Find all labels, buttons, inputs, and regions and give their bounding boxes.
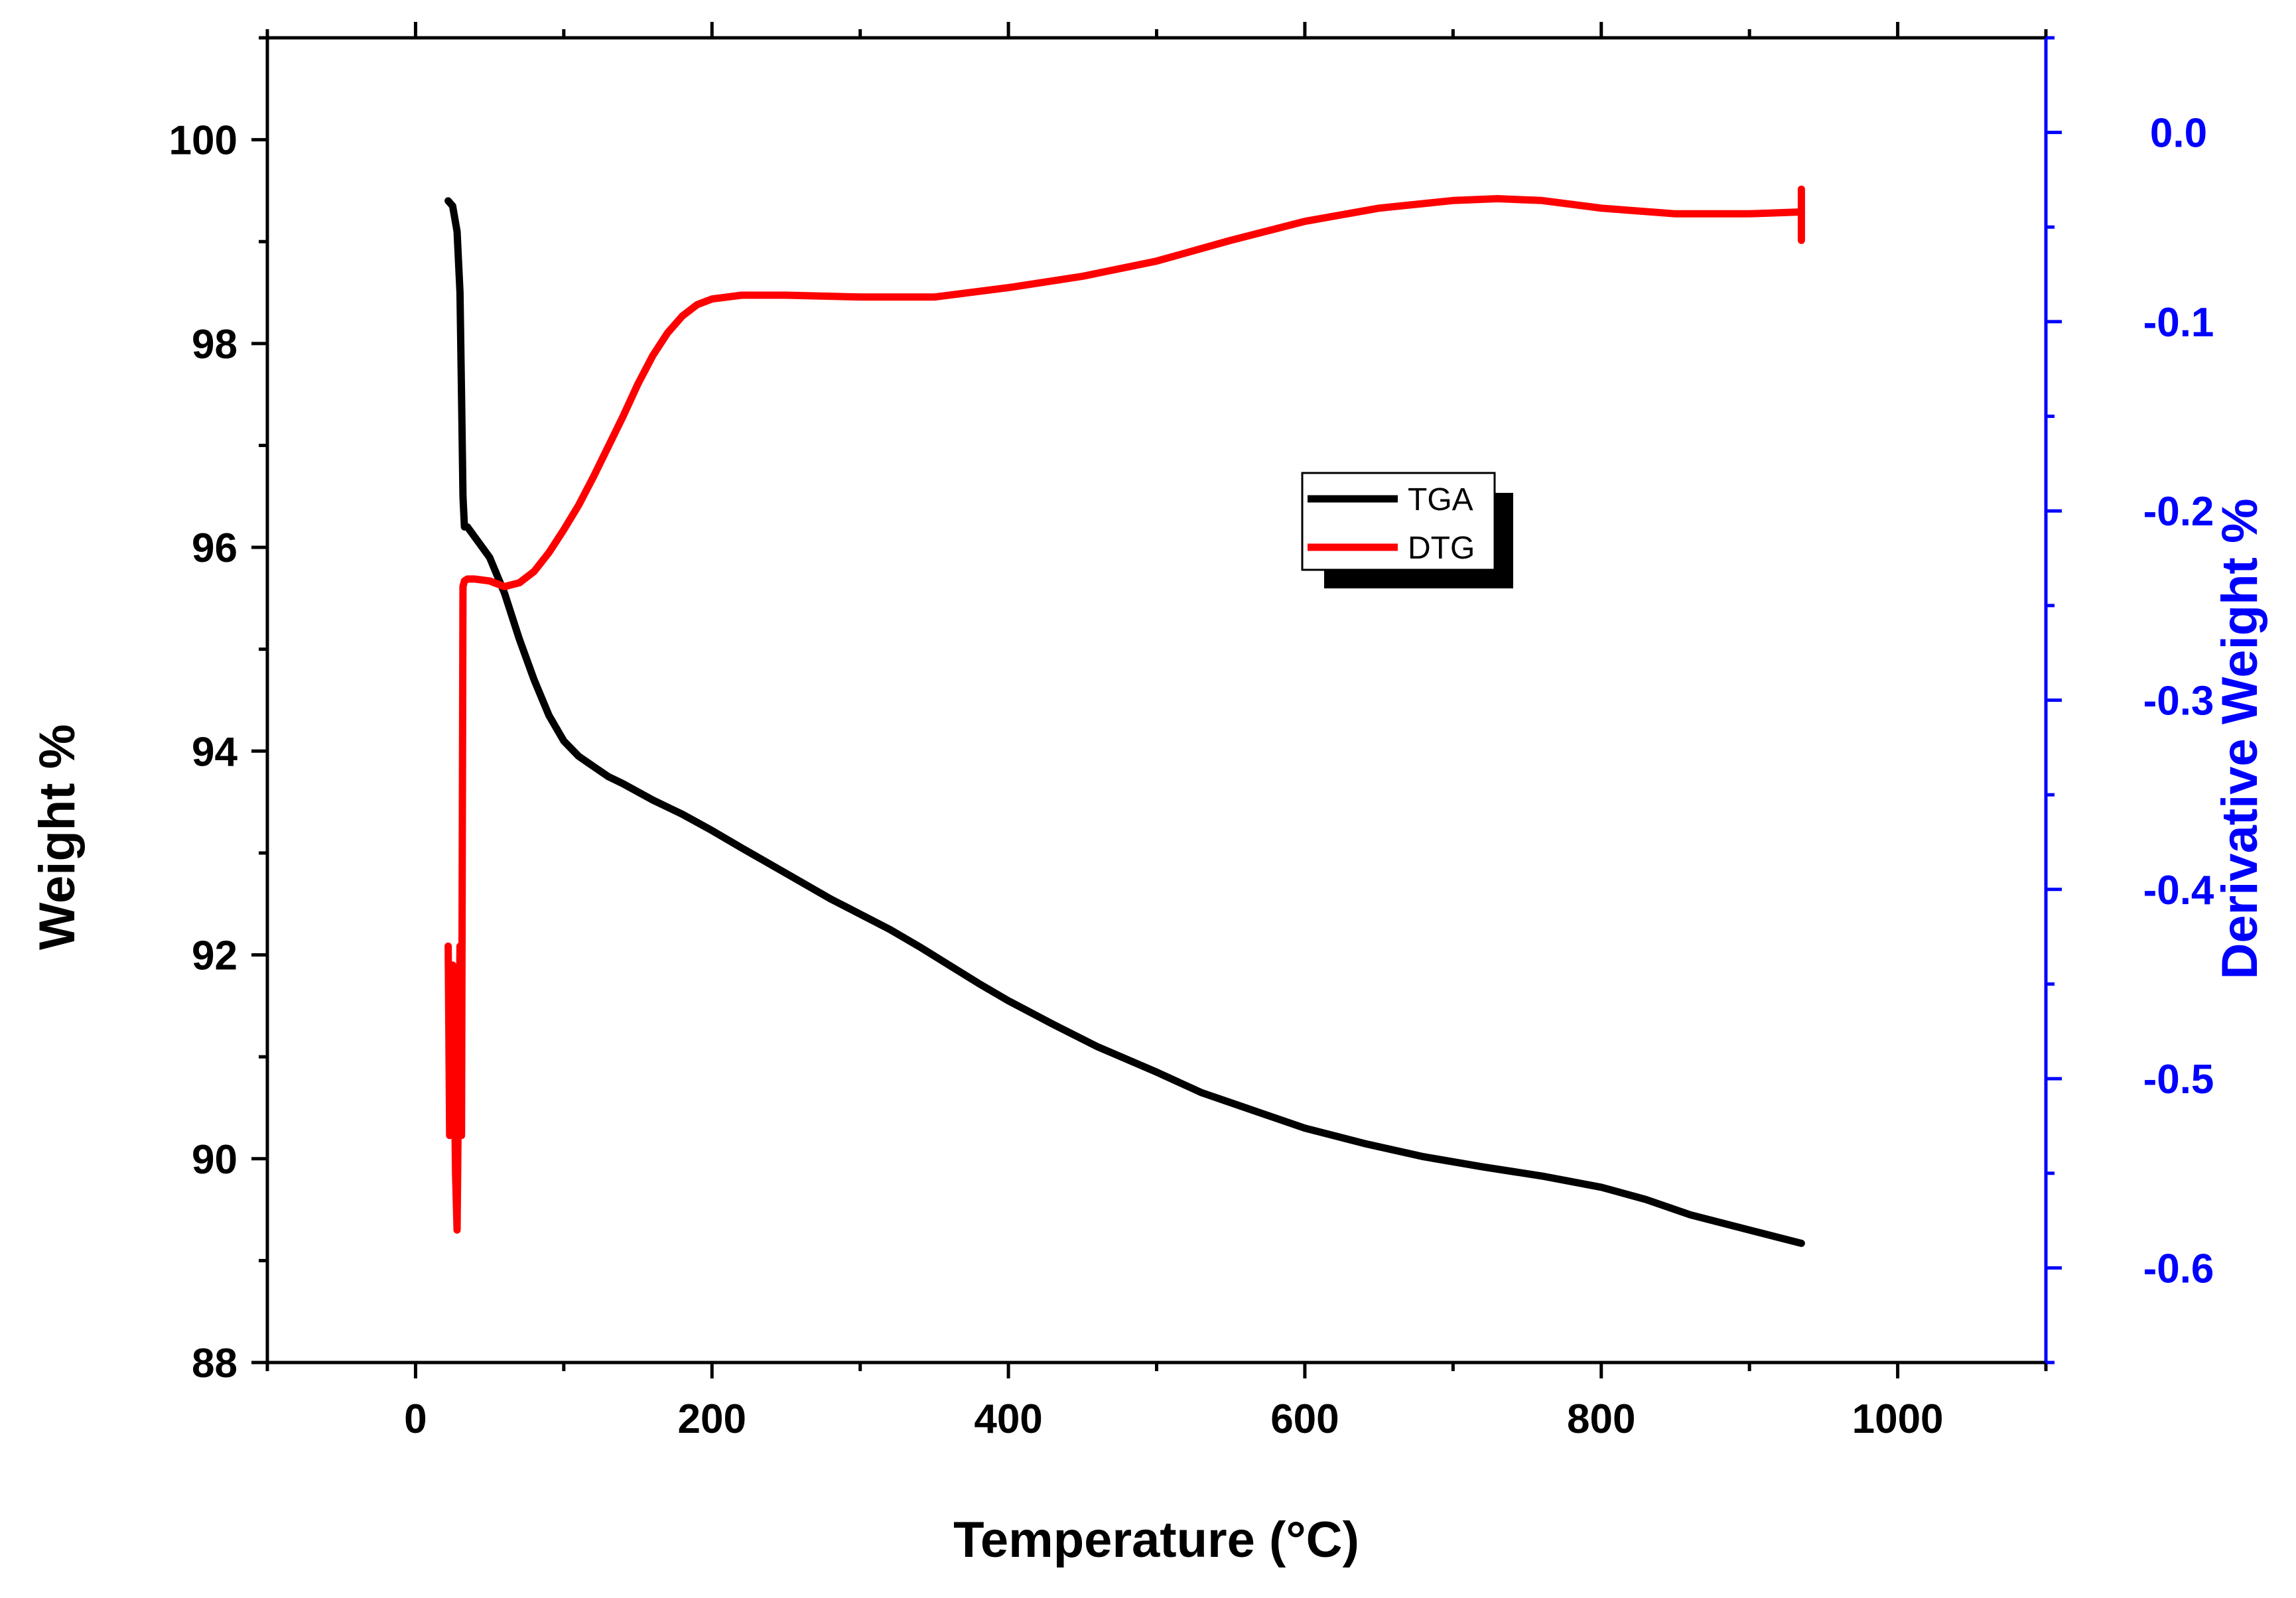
y2-tick-label: -0.1 (2143, 300, 2214, 346)
y2-tick-label: -0.6 (2143, 1246, 2214, 1292)
legend-box (1301, 472, 1496, 571)
legend-label-tga: TGA (1408, 482, 1473, 517)
x-tick-label: 200 (678, 1396, 746, 1442)
x-tick-label: 0 (404, 1396, 427, 1442)
y-tick-label: 100 (169, 118, 237, 164)
x-tick-label: 800 (1567, 1396, 1635, 1442)
y2-axis-title: Derivative Weight % (2212, 498, 2268, 979)
series-line-tga (444, 197, 1805, 1247)
y-axis-title: Weight % (29, 724, 86, 951)
y2-tick-label: -0.2 (2143, 489, 2214, 535)
y2-tick-label: -0.5 (2143, 1057, 2214, 1102)
y2-tick-label: -0.4 (2143, 868, 2214, 913)
x-tick-label: 1000 (1852, 1396, 1944, 1442)
y2-tick-label: 0.0 (2150, 111, 2207, 157)
x-tick-label: 400 (974, 1396, 1042, 1442)
y-tick-label: 96 (192, 525, 237, 571)
x-axis-title: Temperature (°C) (953, 1512, 1359, 1568)
x-tick-label: 600 (1270, 1396, 1339, 1442)
series-line-dtg (444, 185, 1805, 1234)
y-tick-label: 88 (192, 1341, 237, 1386)
y-tick-label: 94 (192, 729, 237, 775)
legend: TGA DTG (1301, 472, 1513, 588)
y-tick-label: 92 (192, 933, 237, 979)
y-tick-label: 98 (192, 322, 237, 367)
legend-label-dtg: DTG (1408, 531, 1475, 566)
y-tick-label: 90 (192, 1137, 237, 1183)
axes-layer: 0 200 400 600 800 1000 88 90 92 94 96 98 100 0.0 -0.1 -… (169, 22, 2214, 1442)
series-layer (444, 185, 1805, 1247)
y2-tick-label: -0.3 (2143, 679, 2214, 724)
